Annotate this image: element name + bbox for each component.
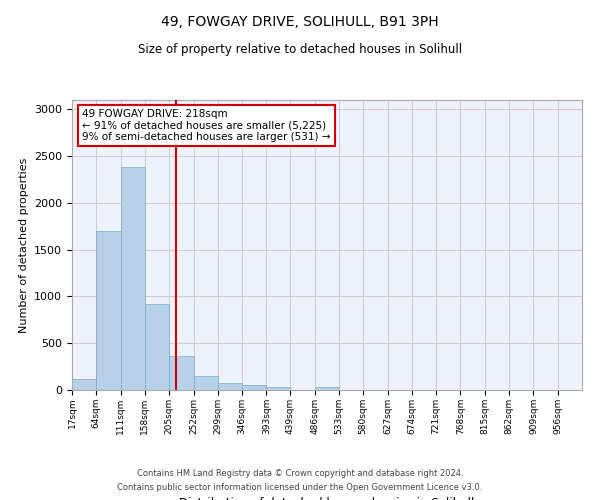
Text: Size of property relative to detached houses in Solihull: Size of property relative to detached ho…: [138, 42, 462, 56]
Bar: [314, 387, 339, 390]
Bar: [242, 385, 266, 390]
Bar: [194, 376, 218, 390]
Text: 49 FOWGAY DRIVE: 218sqm
← 91% of detached houses are smaller (5,225)
9% of semi-: 49 FOWGAY DRIVE: 218sqm ← 91% of detache…: [82, 108, 331, 142]
Bar: [218, 382, 242, 390]
Bar: [145, 304, 169, 390]
Bar: [121, 168, 145, 390]
Bar: [169, 356, 194, 390]
Bar: [266, 387, 290, 390]
Bar: [72, 379, 97, 390]
Y-axis label: Number of detached properties: Number of detached properties: [19, 158, 29, 332]
Bar: [97, 231, 121, 390]
Text: Contains HM Land Registry data © Crown copyright and database right 2024.: Contains HM Land Registry data © Crown c…: [137, 468, 463, 477]
X-axis label: Distribution of detached houses by size in Solihull: Distribution of detached houses by size …: [179, 496, 475, 500]
Text: 49, FOWGAY DRIVE, SOLIHULL, B91 3PH: 49, FOWGAY DRIVE, SOLIHULL, B91 3PH: [161, 15, 439, 29]
Text: Contains public sector information licensed under the Open Government Licence v3: Contains public sector information licen…: [118, 484, 482, 492]
